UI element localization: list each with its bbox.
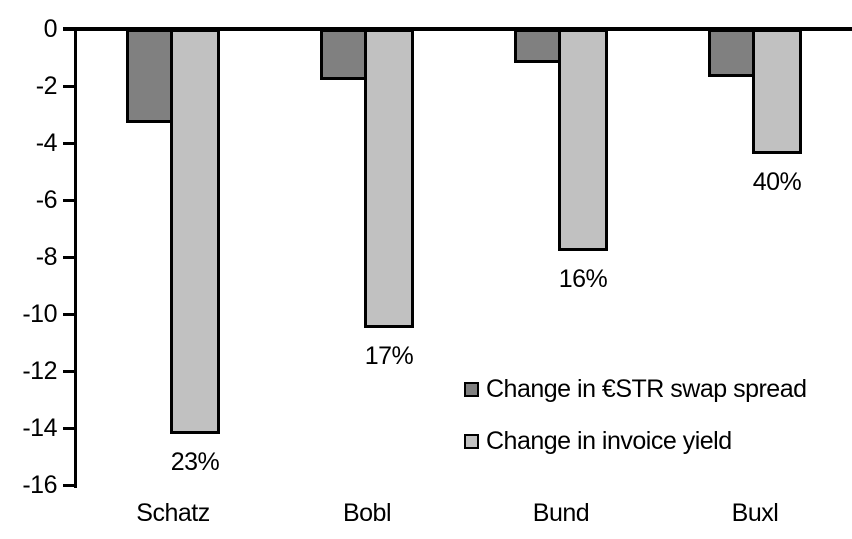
y-tick [63, 427, 77, 430]
bar-value-label-bund: 16% [558, 265, 608, 294]
y-tick-label: 0 [43, 15, 58, 43]
y-tick [63, 199, 77, 202]
y-tick [63, 313, 77, 316]
bar-value-label-schatz: 23% [170, 447, 220, 476]
y-tick [63, 370, 77, 373]
y-tick [63, 256, 77, 259]
bar-bobl-swap-spread [320, 29, 367, 81]
x-axis-label-buxl: Buxl [731, 499, 779, 527]
legend-item-invoice-yield: Change in invoice yield [464, 427, 732, 456]
y-tick-label: -4 [35, 129, 58, 157]
x-axis-label-schatz: Schatz [136, 499, 210, 527]
y-tick-label: -14 [22, 414, 57, 442]
bar-schatz-invoice-yield [170, 29, 220, 434]
y-tick-label: -6 [35, 186, 58, 214]
y-tick [63, 85, 77, 88]
legend-label-invoice-yield: Change in invoice yield [486, 427, 732, 455]
y-tick [63, 484, 77, 487]
x-axis-label-bobl: Bobl [342, 499, 392, 527]
y-tick-label: -2 [35, 72, 58, 100]
bar-value-label-bobl: 17% [364, 342, 414, 371]
bar-bund-swap-spread [514, 29, 561, 64]
bar-schatz-swap-spread [126, 29, 173, 124]
y-tick-label: -10 [22, 300, 57, 328]
y-tick [63, 142, 77, 145]
legend-item-swap-spread: Change in €STR swap spread [464, 375, 807, 404]
y-tick-label: -8 [35, 243, 58, 271]
bar-bund-invoice-yield [558, 29, 608, 252]
y-tick-label: -12 [22, 357, 57, 385]
legend-swatch-invoice-yield-icon [464, 434, 479, 449]
legend-label-swap-spread: Change in €STR swap spread [486, 375, 807, 403]
bar-buxl-invoice-yield [752, 29, 802, 155]
zero-baseline [63, 27, 852, 31]
y-tick-label: -16 [22, 471, 57, 499]
bar-value-label-buxl: 40% [752, 168, 802, 197]
bar-bobl-invoice-yield [364, 29, 414, 329]
bar-buxl-swap-spread [708, 29, 755, 78]
legend-swatch-swap-spread-icon [464, 382, 479, 397]
x-axis-label-bund: Bund [532, 499, 590, 527]
